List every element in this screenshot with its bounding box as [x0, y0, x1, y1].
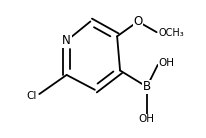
Text: OH: OH [159, 58, 175, 68]
Text: OCH₃: OCH₃ [159, 28, 184, 38]
Text: B: B [143, 80, 151, 93]
Text: Cl: Cl [27, 91, 37, 101]
Text: O: O [133, 15, 143, 28]
Text: N: N [62, 34, 71, 47]
Text: OH: OH [139, 115, 155, 124]
